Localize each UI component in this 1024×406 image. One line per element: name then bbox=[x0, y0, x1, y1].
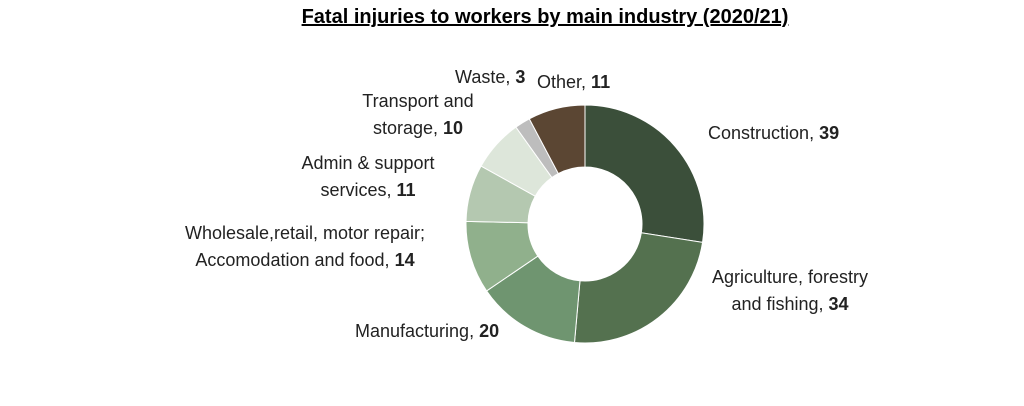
chart-title: Fatal injuries to workers by main indust… bbox=[301, 6, 789, 28]
value-label: 3 bbox=[515, 67, 526, 87]
slice-label: Waste3 bbox=[455, 64, 545, 91]
donut-slice bbox=[584, 104, 705, 243]
donut-slice bbox=[573, 232, 704, 344]
slice-label: Manufacturing20 bbox=[355, 318, 555, 345]
category-name: Manufacturing bbox=[355, 321, 479, 341]
slice-label: Transport and storage10 bbox=[343, 88, 493, 142]
slice-label: Wholesale,retail, motor repair; Accomoda… bbox=[175, 220, 435, 274]
value-label: 10 bbox=[443, 118, 464, 138]
value-label: 11 bbox=[396, 180, 416, 200]
category-name: Waste bbox=[455, 67, 515, 87]
value-label: 20 bbox=[479, 321, 500, 341]
slice-label: Admin & support services11 bbox=[278, 150, 458, 204]
category-name: Other bbox=[537, 72, 591, 92]
value-label: 11 bbox=[591, 72, 611, 92]
value-label: 34 bbox=[828, 294, 849, 314]
slice-label: Construction39 bbox=[708, 120, 908, 147]
slice-label: Agriculture, forestry and fishing34 bbox=[700, 264, 880, 318]
value-label: 14 bbox=[394, 250, 415, 270]
category-name: Wholesale,retail, motor repair; Accomoda… bbox=[185, 223, 425, 270]
donut-slice bbox=[528, 104, 586, 175]
slice-label: Other11 bbox=[537, 69, 637, 96]
value-label: 39 bbox=[819, 123, 840, 143]
category-name: Construction bbox=[708, 123, 819, 143]
